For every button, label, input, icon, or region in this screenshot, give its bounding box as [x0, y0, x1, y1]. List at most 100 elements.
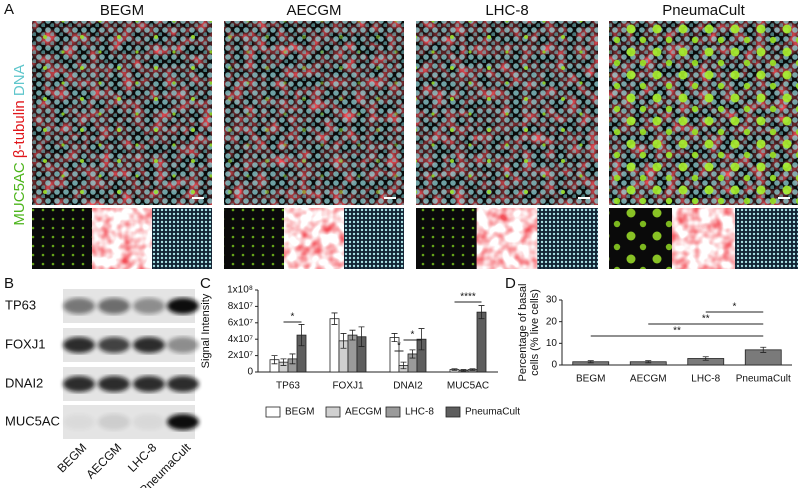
blot-band — [98, 376, 130, 392]
x-tick-label: BEGM — [576, 374, 605, 385]
y-axis-label: cells (% live cells) — [529, 289, 541, 376]
blot-row-label: MUC5AC — [5, 413, 60, 428]
legend-label: LHC-8 — [405, 407, 434, 418]
sig-label: * — [733, 302, 737, 313]
y-axis-label: Signal Intensity — [200, 293, 212, 368]
sig-label: * — [397, 341, 401, 352]
image-green — [416, 21, 598, 205]
y-tick-label: 4x10⁷ — [228, 334, 254, 345]
blot-band — [63, 414, 95, 430]
thumb-green-dots — [609, 208, 672, 269]
y-tick-label: 1x10⁸ — [227, 285, 253, 296]
error-bar — [298, 324, 305, 347]
y-tick-label: 0 — [247, 367, 253, 378]
thumb-cyan-dots — [735, 208, 798, 269]
panel-label: A — [4, 1, 14, 18]
error-bar — [409, 349, 416, 359]
error-bar — [358, 326, 365, 347]
error-bar — [349, 329, 356, 341]
stain-label: MUC5AC β-tubulin DNA — [11, 64, 28, 225]
blot-band — [133, 337, 165, 353]
x-tick-label: FOXJ1 — [332, 381, 364, 392]
bar — [476, 311, 487, 373]
error-bar — [645, 360, 652, 364]
error-bar — [391, 333, 398, 343]
thumb-red — [92, 208, 152, 269]
blot-band — [63, 337, 95, 353]
sig-label: ** — [673, 326, 681, 337]
thumb-cyan-dots — [537, 208, 598, 269]
error-bar — [340, 333, 347, 349]
sig-label: ** — [702, 314, 710, 325]
x-tick-label: PneumaCult — [736, 374, 791, 385]
blot-band — [63, 376, 95, 392]
error-bar — [469, 368, 476, 371]
blot-band — [63, 298, 95, 314]
error-bar — [451, 368, 458, 371]
y-tick-label: 10 — [546, 338, 558, 349]
y-tick-label: 2x10⁷ — [228, 350, 254, 361]
blot-band — [98, 298, 130, 314]
blot-band — [167, 414, 199, 430]
thumb-red — [284, 208, 344, 269]
lane-label: AECGM — [83, 440, 124, 481]
stain-green: MUC5AC — [11, 162, 28, 226]
panel-label: D — [505, 275, 516, 292]
sig-label: * — [291, 312, 295, 323]
blot-band — [133, 414, 165, 430]
blot-band — [98, 337, 130, 353]
x-tick-label: AECGM — [630, 374, 667, 385]
thumb-red — [672, 208, 735, 269]
column-title: AECGM — [286, 2, 341, 19]
chart-d: D 0 10 20 30 Percentage of basal cells (% live… — [505, 275, 792, 385]
blot-band — [167, 298, 199, 314]
y-tick-label: 30 — [546, 295, 558, 306]
y-tick-label: 6x10⁷ — [228, 317, 254, 328]
chart-c: C 0 2x10⁷ 4x10⁷ 6x10⁷ 8x10⁷ 1x10⁸ Signal Intens… — [200, 275, 520, 418]
column-title: LHC-8 — [485, 2, 528, 19]
bar — [329, 318, 340, 373]
error-bar — [702, 356, 709, 361]
blot-band — [133, 376, 165, 392]
blot-row-label: FOXJ1 — [5, 336, 45, 351]
legend-swatch — [325, 406, 341, 418]
bar — [347, 334, 358, 373]
x-tick-label: LHC-8 — [691, 374, 720, 385]
legend-label: AECGM — [345, 407, 382, 418]
image-green — [609, 21, 798, 205]
legend-label: PneumaCult — [465, 407, 520, 418]
x-tick-label: MUC5AC — [447, 381, 489, 392]
error-bar — [280, 358, 287, 366]
panel-label: B — [4, 275, 14, 292]
y-tick-label: 0 — [551, 360, 557, 371]
y-tick-label: 8x10⁷ — [228, 301, 254, 312]
thumb-cyan-dots — [152, 208, 212, 269]
column-title: BEGM — [100, 2, 144, 19]
thumb-green-dots — [32, 208, 92, 269]
x-tick-label: DNAI2 — [393, 381, 423, 392]
thumb-green-dots — [224, 208, 284, 269]
blot-band — [98, 414, 130, 430]
error-bar — [760, 346, 767, 353]
blot-band — [167, 376, 199, 392]
error-bar — [587, 360, 594, 364]
stain-red: β-tubulin — [11, 100, 28, 158]
error-bar — [331, 312, 338, 325]
blot-row-label: DNAI2 — [5, 375, 43, 390]
error-bar — [400, 361, 407, 370]
panel-label: C — [200, 275, 211, 292]
blot-band — [133, 298, 165, 314]
micrographs: BEGM AECGM LHC-8 PneumaCult — [32, 2, 798, 269]
error-bar — [289, 353, 296, 365]
y-tick-label: 20 — [546, 316, 558, 327]
thumb-cyan-dots — [344, 208, 404, 269]
thumb-red — [476, 208, 538, 269]
error-bar — [460, 369, 467, 372]
sig-label: **** — [460, 292, 476, 303]
thumb-green-dots — [416, 208, 477, 269]
legend-label: BEGM — [285, 407, 314, 418]
error-bar — [418, 328, 425, 351]
legend-swatch — [265, 406, 281, 418]
